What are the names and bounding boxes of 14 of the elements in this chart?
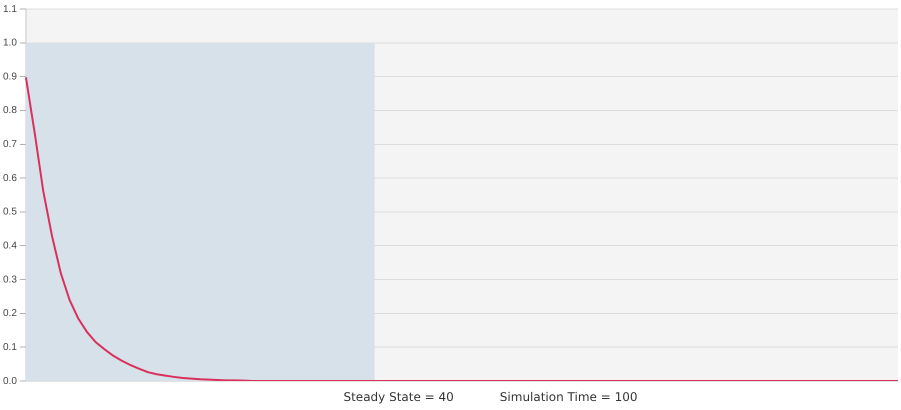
y-tick-label: 0.9 bbox=[2, 71, 18, 82]
y-tick-label: 0.0 bbox=[2, 376, 18, 387]
y-tick-label: 0.8 bbox=[2, 105, 18, 116]
y-tick-label: 1.0 bbox=[2, 38, 18, 49]
y-tick-label: 0.5 bbox=[2, 206, 18, 218]
y-tick-label: 0.4 bbox=[2, 240, 18, 252]
y-tick-label: 0.7 bbox=[2, 139, 18, 150]
y-tick-label: 0.2 bbox=[2, 308, 18, 320]
y-tick-label: 0.1 bbox=[2, 342, 18, 353]
y-tick-label: 0.3 bbox=[2, 274, 18, 286]
y-tick-label: 1.1 bbox=[2, 4, 18, 15]
text: Steady State = 40 bbox=[343, 390, 454, 406]
text: Simulation Time = 100 bbox=[500, 390, 638, 406]
y-tick-label: 0.6 bbox=[2, 172, 18, 184]
